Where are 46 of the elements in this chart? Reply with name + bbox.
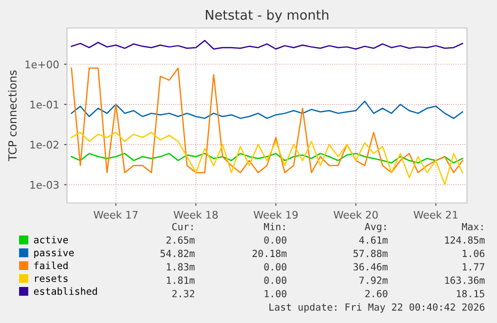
line-series <box>70 40 464 50</box>
text: 1.81m <box>166 276 195 284</box>
text: 0.00 <box>264 263 286 271</box>
text: Avg: <box>364 223 386 232</box>
text: 20.18m <box>252 250 287 258</box>
x-tick-label: Week 18 <box>174 210 218 219</box>
text: 54.82m <box>160 250 195 258</box>
chart-title: Netstat - by month <box>206 10 328 22</box>
text: 0.00 <box>264 236 286 244</box>
x-tick-label: Week 20 <box>334 210 378 219</box>
x-tick-label: Week 17 <box>94 210 138 219</box>
text: 1.06 <box>462 250 484 258</box>
text: 36.46m <box>354 263 388 271</box>
y-tick-label: 1e-03 <box>30 180 59 189</box>
text: 2.65m <box>166 236 195 244</box>
text: 4.61m <box>359 236 388 244</box>
text: Min: <box>264 222 285 230</box>
text: 1.77 <box>462 263 484 270</box>
text: 2.60 <box>365 290 388 298</box>
text: 18.15 <box>456 290 484 298</box>
text: Max: <box>462 223 483 230</box>
text: 2.32 <box>172 290 194 298</box>
legend-label: active <box>34 236 68 244</box>
y-tick-label: 1e+00 <box>25 60 59 68</box>
y-tick-label: 1e-01 <box>30 100 58 109</box>
line-series <box>70 132 464 186</box>
text: 163.36m <box>445 276 485 284</box>
text: 1.00 <box>264 290 286 298</box>
text: Cur: <box>172 222 193 230</box>
y-tick-label: 1e-02 <box>30 140 58 149</box>
text: 0.00 <box>264 276 286 284</box>
text: Last update: Fri May 22 00:40:42 2026 <box>269 303 484 313</box>
legend-label: failed <box>34 262 68 270</box>
y-axis-title: TCP connections <box>8 70 17 162</box>
legend-label: established <box>34 287 97 295</box>
x-tick-label: Week 21 <box>414 210 458 219</box>
x-tick-label: Week 19 <box>254 210 298 219</box>
line-series <box>70 100 464 119</box>
legend-label: resets <box>35 275 68 282</box>
text: 57.88m <box>354 250 388 258</box>
line-series <box>70 152 464 164</box>
legend-label: passive <box>34 248 74 258</box>
text: 124.85m <box>445 236 485 244</box>
text: 1.83m <box>166 263 195 271</box>
line-series <box>70 68 464 174</box>
text: 7.92m <box>359 276 388 284</box>
